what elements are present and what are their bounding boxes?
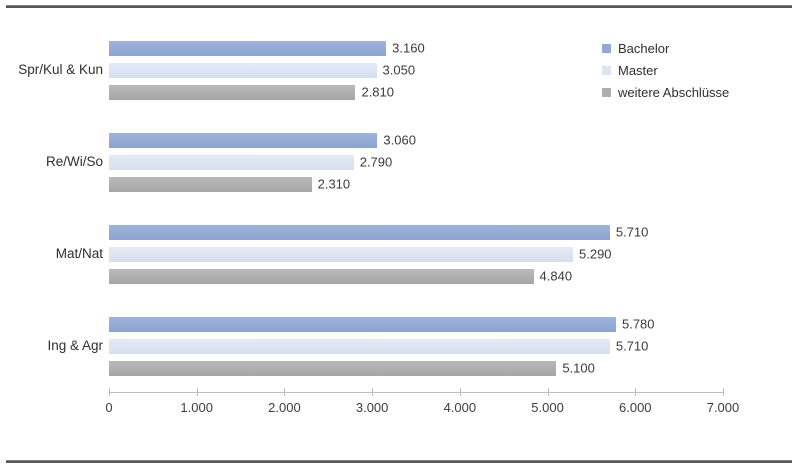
x-axis-tick [196, 388, 198, 396]
data-label: 5.290 [579, 246, 612, 262]
legend-swatch-icon [602, 66, 611, 75]
x-axis-tick [547, 388, 549, 396]
bar-weitere-abschlüsse [109, 268, 534, 284]
bar-row: 5.290 [109, 246, 723, 262]
bar-row: 2.310 [109, 176, 723, 192]
category-label: Ing & Agr [47, 338, 103, 353]
bar-row: 5.710 [109, 224, 723, 240]
bar-weitere-abschlüsse [109, 360, 557, 376]
x-axis-tick [284, 388, 286, 396]
legend-label: Master [618, 63, 658, 78]
bar-group: 5.710 5.290 4.840 [109, 208, 723, 300]
bottom-divider-line [6, 460, 792, 463]
bar-group: 5.780 5.710 5.100 [109, 300, 723, 392]
legend-swatch-icon [602, 88, 611, 97]
x-axis-line [109, 392, 724, 393]
bar-bachelor [109, 132, 378, 148]
bar-group: 3.160 3.050 2.810 [109, 24, 723, 116]
bar-group: 3.060 2.790 2.310 [109, 116, 723, 208]
data-label: 5.780 [621, 316, 655, 332]
x-axis-tick-label: 4.000 [443, 400, 477, 415]
data-label: 3.050 [382, 62, 416, 78]
bar-row: 5.710 [109, 338, 723, 354]
plot-area: 3.160 3.050 2.810 3.060 2.790 2.310 5.710 5.290… [109, 24, 723, 392]
x-axis-tick-label: 0 [105, 400, 113, 415]
x-axis-tick-label: 7.000 [706, 400, 740, 415]
bar-row: 2.790 [109, 154, 723, 170]
bar-master [109, 154, 354, 170]
x-axis-tick [459, 388, 461, 396]
category-label: Re/Wi/So [45, 154, 103, 169]
x-axis-tick-label: 3.000 [355, 400, 389, 415]
bar-row: 2.810 [109, 84, 723, 100]
category-label: Mat/Nat [55, 246, 103, 261]
category-label: Spr/Kul & Kun [18, 62, 103, 77]
x-axis-tick-label: 2.000 [268, 400, 301, 415]
bar-row: 4.840 [109, 268, 723, 284]
bar-row: 3.060 [109, 132, 723, 148]
bar-master [109, 62, 377, 78]
bar-weitere-abschlüsse [109, 176, 312, 192]
x-axis-tick [109, 388, 110, 396]
bar-bachelor [109, 224, 610, 240]
x-axis-tick-label: 1.000 [180, 400, 213, 415]
legend-label: Bachelor [618, 41, 670, 56]
data-label: 3.160 [392, 40, 425, 56]
x-axis-tick [372, 388, 374, 396]
data-label: 5.710 [615, 338, 649, 354]
data-label: 2.310 [317, 176, 351, 192]
bar-row: 3.160 [109, 40, 723, 56]
bar-master [109, 338, 610, 354]
data-label: 2.810 [361, 84, 395, 100]
bar-bachelor [109, 316, 616, 332]
data-label: 5.710 [615, 224, 649, 240]
x-axis-tick [635, 388, 637, 396]
x-axis-tick [723, 388, 724, 396]
data-label: 2.790 [359, 154, 393, 170]
x-axis-tick-label: 5.000 [531, 400, 564, 415]
top-divider-line [6, 5, 792, 8]
bar-row: 5.780 [109, 316, 723, 332]
data-label: 4.840 [539, 268, 573, 284]
data-label: 3.060 [383, 132, 416, 148]
x-axis-tick-label: 6.000 [619, 400, 652, 415]
bar-bachelor [109, 40, 387, 56]
bar-row: 3.050 [109, 62, 723, 78]
bar-row: 5.100 [109, 360, 723, 376]
bar-master [109, 246, 573, 262]
data-label: 5.100 [562, 360, 595, 376]
legend-label: weitere Abschlüsse [618, 85, 730, 100]
bar-weitere-abschlüsse [109, 84, 356, 100]
legend-swatch-icon [602, 44, 611, 53]
